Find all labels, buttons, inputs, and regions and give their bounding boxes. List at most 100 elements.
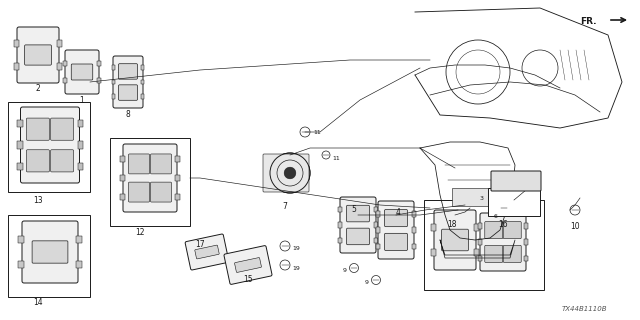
- FancyBboxPatch shape: [120, 194, 125, 200]
- Text: FR.: FR.: [580, 18, 597, 27]
- FancyBboxPatch shape: [76, 236, 82, 243]
- FancyBboxPatch shape: [17, 27, 59, 83]
- FancyBboxPatch shape: [120, 175, 125, 181]
- Text: 9: 9: [343, 268, 347, 273]
- FancyBboxPatch shape: [120, 156, 125, 162]
- Bar: [8, 102, 90, 192]
- FancyBboxPatch shape: [480, 213, 526, 271]
- FancyBboxPatch shape: [26, 118, 49, 140]
- FancyBboxPatch shape: [63, 78, 67, 83]
- Text: 8: 8: [125, 110, 131, 119]
- FancyBboxPatch shape: [374, 207, 378, 212]
- FancyBboxPatch shape: [224, 246, 272, 284]
- Text: 10: 10: [570, 222, 580, 231]
- FancyBboxPatch shape: [65, 50, 99, 94]
- FancyBboxPatch shape: [77, 163, 83, 170]
- Text: TX44B1110B: TX44B1110B: [562, 306, 607, 312]
- FancyBboxPatch shape: [347, 205, 369, 222]
- FancyBboxPatch shape: [20, 107, 79, 183]
- FancyBboxPatch shape: [57, 40, 61, 47]
- FancyBboxPatch shape: [32, 241, 68, 263]
- FancyBboxPatch shape: [76, 261, 82, 268]
- FancyBboxPatch shape: [141, 94, 144, 99]
- FancyBboxPatch shape: [175, 175, 180, 181]
- FancyBboxPatch shape: [118, 64, 138, 79]
- FancyBboxPatch shape: [478, 223, 482, 228]
- FancyBboxPatch shape: [347, 228, 369, 245]
- FancyBboxPatch shape: [71, 64, 93, 80]
- FancyBboxPatch shape: [503, 245, 521, 262]
- FancyBboxPatch shape: [484, 221, 503, 239]
- FancyBboxPatch shape: [338, 222, 342, 228]
- Bar: [452, 188, 494, 206]
- FancyBboxPatch shape: [412, 227, 416, 233]
- Text: 17: 17: [195, 240, 205, 249]
- FancyBboxPatch shape: [524, 255, 528, 261]
- FancyBboxPatch shape: [97, 61, 100, 66]
- FancyBboxPatch shape: [51, 150, 74, 172]
- FancyBboxPatch shape: [57, 63, 61, 69]
- Text: 9: 9: [365, 281, 369, 285]
- Text: 6: 6: [494, 213, 498, 219]
- Text: 4: 4: [396, 208, 401, 217]
- FancyBboxPatch shape: [431, 249, 436, 256]
- FancyBboxPatch shape: [235, 258, 261, 272]
- Text: 13: 13: [33, 196, 43, 205]
- FancyBboxPatch shape: [385, 210, 408, 227]
- FancyBboxPatch shape: [431, 224, 436, 231]
- Text: 3: 3: [480, 196, 484, 201]
- Text: 2: 2: [36, 84, 40, 93]
- FancyBboxPatch shape: [374, 222, 378, 228]
- FancyBboxPatch shape: [15, 40, 19, 47]
- FancyBboxPatch shape: [478, 255, 482, 261]
- FancyBboxPatch shape: [77, 141, 83, 148]
- FancyBboxPatch shape: [141, 65, 144, 70]
- Text: 12: 12: [135, 228, 145, 237]
- FancyBboxPatch shape: [434, 210, 476, 270]
- FancyBboxPatch shape: [338, 238, 342, 243]
- FancyBboxPatch shape: [97, 78, 100, 83]
- FancyBboxPatch shape: [340, 197, 376, 253]
- FancyBboxPatch shape: [474, 249, 479, 256]
- Bar: [424, 200, 544, 290]
- FancyBboxPatch shape: [150, 154, 172, 174]
- FancyBboxPatch shape: [150, 182, 172, 202]
- FancyBboxPatch shape: [77, 120, 83, 127]
- FancyBboxPatch shape: [112, 65, 115, 70]
- FancyBboxPatch shape: [195, 245, 219, 259]
- FancyBboxPatch shape: [112, 94, 115, 99]
- FancyBboxPatch shape: [484, 245, 503, 262]
- Circle shape: [284, 167, 296, 179]
- FancyBboxPatch shape: [26, 150, 49, 172]
- FancyBboxPatch shape: [141, 80, 144, 84]
- FancyBboxPatch shape: [123, 144, 177, 212]
- FancyBboxPatch shape: [263, 154, 309, 192]
- FancyBboxPatch shape: [412, 211, 416, 217]
- Text: 18: 18: [447, 220, 457, 229]
- FancyBboxPatch shape: [374, 238, 378, 243]
- FancyBboxPatch shape: [112, 80, 115, 84]
- Bar: [488, 188, 540, 216]
- FancyBboxPatch shape: [376, 227, 380, 233]
- Text: 15: 15: [243, 275, 253, 284]
- Text: 14: 14: [33, 298, 43, 307]
- FancyBboxPatch shape: [175, 194, 180, 200]
- Bar: [110, 138, 190, 226]
- FancyBboxPatch shape: [25, 45, 51, 65]
- FancyBboxPatch shape: [15, 63, 19, 69]
- FancyBboxPatch shape: [22, 221, 78, 283]
- FancyBboxPatch shape: [17, 163, 22, 170]
- FancyBboxPatch shape: [491, 171, 541, 191]
- FancyBboxPatch shape: [17, 141, 22, 148]
- FancyBboxPatch shape: [378, 201, 414, 259]
- FancyBboxPatch shape: [524, 239, 528, 245]
- FancyBboxPatch shape: [18, 236, 24, 243]
- FancyBboxPatch shape: [503, 221, 521, 239]
- FancyBboxPatch shape: [524, 223, 528, 228]
- Text: 19: 19: [292, 266, 300, 270]
- Text: 1: 1: [79, 96, 84, 105]
- FancyBboxPatch shape: [442, 229, 468, 251]
- FancyBboxPatch shape: [478, 239, 482, 245]
- FancyBboxPatch shape: [17, 120, 22, 127]
- FancyBboxPatch shape: [338, 207, 342, 212]
